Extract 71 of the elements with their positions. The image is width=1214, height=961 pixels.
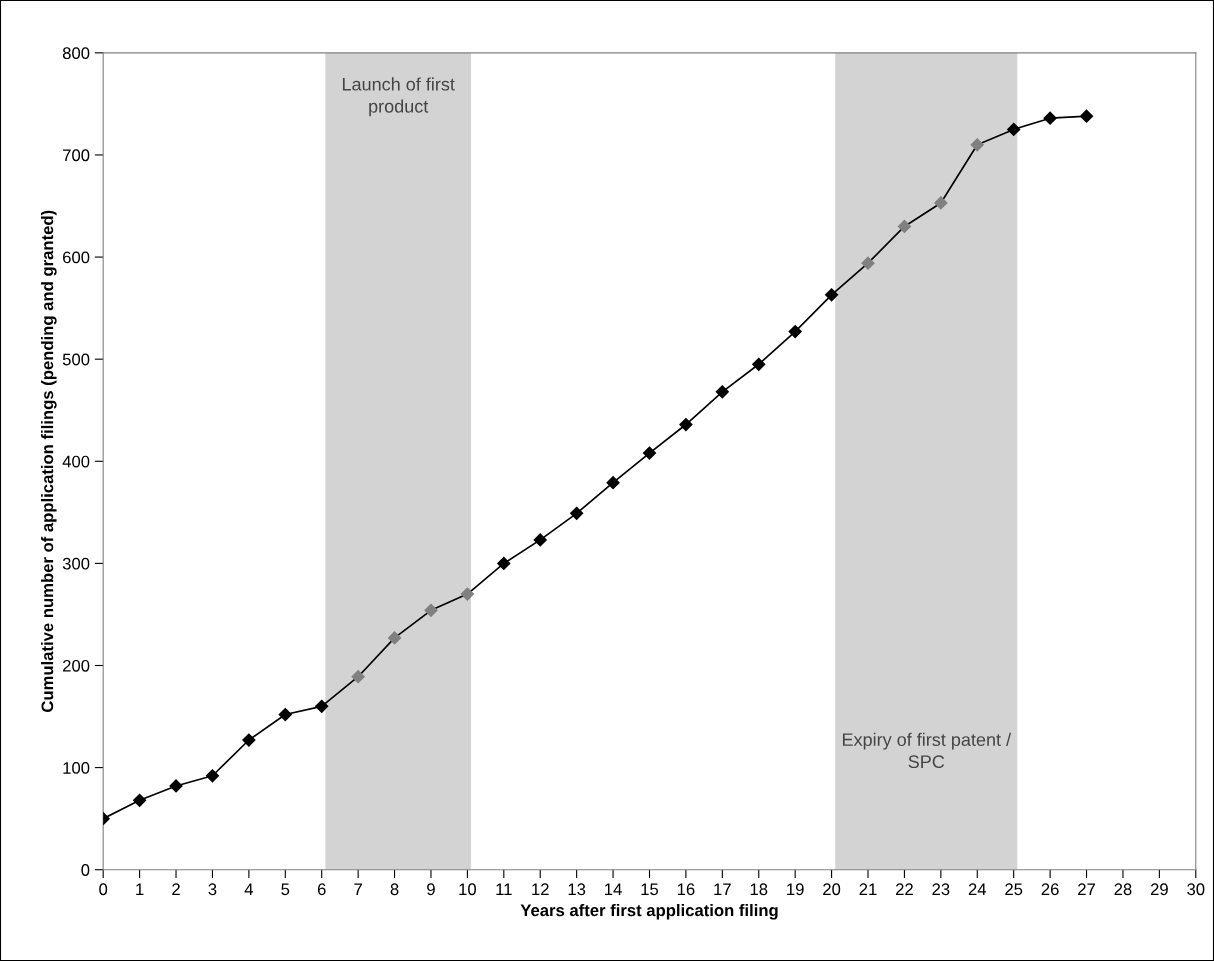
point — [205, 769, 220, 783]
y-tick-label: 800 — [62, 47, 90, 60]
x-tick-label: 6 — [317, 883, 326, 896]
point — [387, 631, 402, 645]
y-tick-label: 500 — [62, 353, 90, 366]
x-tick-label: 21 — [859, 883, 877, 895]
point — [1079, 109, 1094, 123]
point — [897, 219, 912, 234]
point — [642, 446, 657, 460]
y-axis-title: Cumulative number of application filings (pending and granted) — [41, 210, 57, 712]
x-tick-label: 24 — [968, 883, 987, 895]
x-tick-label: 22 — [896, 883, 913, 895]
point — [752, 357, 766, 371]
point — [533, 533, 547, 547]
x-tick-label: 9 — [427, 883, 435, 896]
point — [424, 603, 438, 617]
point — [351, 670, 365, 684]
band-label: Expiry of first patent / SPC — [842, 732, 1012, 769]
x-tick-label: 1 — [136, 883, 144, 895]
y-tick-label: 700 — [63, 149, 90, 162]
band-label: Launch of first product — [342, 77, 455, 117]
x-tick-label: 23 — [932, 883, 950, 896]
x-tick-label: 11 — [496, 883, 512, 895]
point — [825, 288, 839, 302]
x-tick-label: 4 — [244, 883, 254, 895]
x-tick-label: 3 — [208, 883, 217, 896]
y-tick-label: 0 — [81, 864, 90, 876]
y-tick-label: 200 — [63, 659, 90, 672]
point — [788, 325, 802, 339]
x-tick-label: 29 — [1150, 883, 1168, 896]
x-tick-label: 16 — [677, 883, 695, 896]
point — [1043, 111, 1057, 125]
x-tick-label: 30 — [1187, 883, 1205, 896]
x-tick-label: 2 — [172, 883, 180, 895]
point — [679, 417, 693, 432]
x-tick-label: 10 — [459, 883, 477, 896]
x-tick-label: 27 — [1078, 883, 1095, 895]
y-tick-label: 100 — [63, 762, 90, 774]
y-tick-label: 400 — [62, 455, 90, 468]
point — [315, 699, 329, 713]
x-tick-label: 12 — [532, 883, 549, 895]
point — [970, 138, 984, 152]
x-tick-label: 18 — [750, 883, 768, 896]
point — [242, 733, 256, 747]
point — [715, 385, 729, 399]
x-tick-label: 25 — [1005, 883, 1023, 896]
x-tick-label: 7 — [354, 883, 362, 895]
x-tick-label: 17 — [714, 883, 731, 895]
x-tick-label: 28 — [1114, 883, 1132, 896]
x-tick-label: 15 — [641, 883, 659, 896]
x-tick-label: 26 — [1041, 883, 1059, 896]
point — [133, 793, 147, 807]
point — [570, 506, 584, 520]
y-tick-label: 600 — [63, 251, 90, 264]
point — [278, 707, 292, 722]
x-tick-label: 5 — [281, 883, 290, 896]
point — [934, 196, 948, 210]
point — [497, 556, 511, 570]
point — [861, 256, 875, 270]
x-tick-label: 0 — [99, 883, 108, 896]
y-tick-label: 300 — [62, 557, 90, 570]
x-tick-label: 8 — [390, 883, 399, 896]
point — [460, 587, 474, 601]
point — [606, 476, 620, 490]
x-tick-label: 14 — [605, 883, 622, 895]
point — [169, 779, 183, 793]
x-tick-label: 19 — [787, 883, 804, 896]
x-axis-title: Years after first application filing — [520, 903, 778, 920]
x-tick-label: 13 — [568, 883, 586, 896]
x-tick-label: 20 — [823, 883, 841, 896]
point — [1007, 122, 1021, 137]
